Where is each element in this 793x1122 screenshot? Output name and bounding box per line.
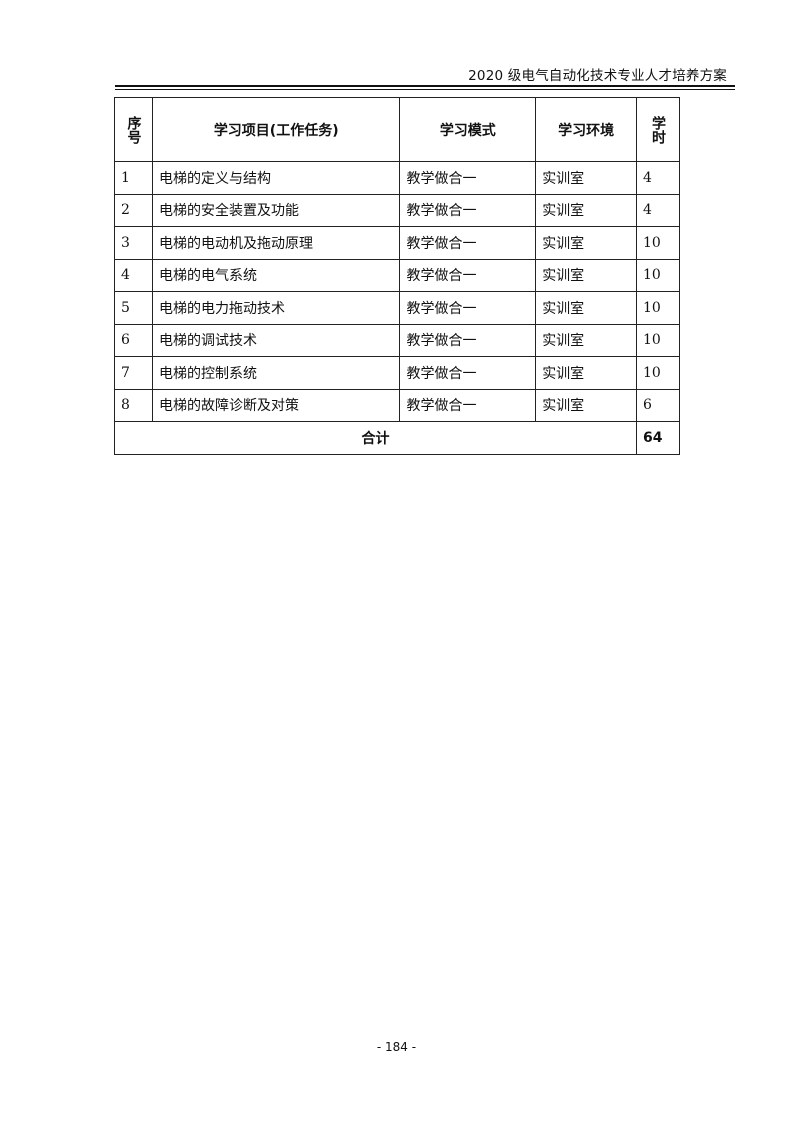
cell-mode: 教学做合一 [399,193,537,227]
cell-env: 实训室 [535,258,637,292]
cell-env: 实训室 [535,291,637,325]
table-row: 1 电梯的定义与结构 教学做合一 实训室 4 [114,161,680,195]
col-header-no: 序号 [114,97,153,162]
cell-env: 实训室 [535,323,637,357]
page-number: - 184 - [376,1040,417,1054]
table-row: 4 电梯的电气系统 教学做合一 实训室 10 [114,258,680,292]
col-header-hours: 学时 [636,97,680,162]
cell-project: 电梯的调试技术 [151,323,401,357]
col-header-env: 学习环境 [535,97,637,162]
table-row: 2 电梯的安全装置及功能 教学做合一 实训室 4 [114,193,680,227]
cell-hours: 10 [636,258,680,292]
cell-mode: 教学做合一 [399,226,537,260]
total-value: 64 [636,421,680,455]
cell-mode: 教学做合一 [399,258,537,292]
cell-hours: 10 [636,226,680,260]
cell-no: 6 [114,323,153,357]
cell-env: 实训室 [535,388,637,422]
table-row: 3 电梯的电动机及拖动原理 教学做合一 实训室 10 [114,226,680,260]
cell-mode: 教学做合一 [399,356,537,390]
total-label: 合计 [114,421,637,455]
cell-mode: 教学做合一 [399,323,537,357]
running-header: 2020 级电气自动化技术专业人才培养方案 [468,68,727,84]
table-header-row: 序号 学习项目(工作任务) 学习模式 学习环境 学时 [114,97,680,162]
cell-hours: 10 [636,323,680,357]
header-rule-thin [115,89,735,90]
cell-hours: 4 [636,161,680,195]
cell-mode: 教学做合一 [399,161,537,195]
cell-no: 8 [114,388,153,422]
table-row: 5 电梯的电力拖动技术 教学做合一 实训室 10 [114,291,680,325]
cell-env: 实训室 [535,161,637,195]
total-row: 合计 64 [114,421,680,455]
col-header-mode: 学习模式 [399,97,537,162]
cell-project: 电梯的安全装置及功能 [151,193,401,227]
cell-env: 实训室 [535,226,637,260]
cell-hours: 10 [636,291,680,325]
course-table: 序号 学习项目(工作任务) 学习模式 学习环境 学时 1 电梯的定义与结构 教学做合… [114,97,680,455]
cell-no: 7 [114,356,153,390]
cell-project: 电梯的电动机及拖动原理 [151,226,401,260]
cell-mode: 教学做合一 [399,291,537,325]
table-row: 6 电梯的调试技术 教学做合一 实训室 10 [114,323,680,357]
cell-mode: 教学做合一 [399,388,537,422]
cell-no: 4 [114,258,153,292]
col-header-project: 学习项目(工作任务) [151,97,401,162]
cell-project: 电梯的定义与结构 [151,161,401,195]
cell-no: 2 [114,193,153,227]
cell-env: 实训室 [535,356,637,390]
cell-project: 电梯的控制系统 [151,356,401,390]
cell-hours: 4 [636,193,680,227]
cell-env: 实训室 [535,193,637,227]
cell-no: 1 [114,161,153,195]
cell-no: 5 [114,291,153,325]
table-row: 7 电梯的控制系统 教学做合一 实训室 10 [114,356,680,390]
cell-project: 电梯的电力拖动技术 [151,291,401,325]
header-rule-thick [115,85,735,87]
cell-project: 电梯的电气系统 [151,258,401,292]
cell-project: 电梯的故障诊断及对策 [151,388,401,422]
table-row: 8 电梯的故障诊断及对策 教学做合一 实训室 6 [114,388,680,422]
cell-hours: 6 [636,388,680,422]
cell-hours: 10 [636,356,680,390]
cell-no: 3 [114,226,153,260]
